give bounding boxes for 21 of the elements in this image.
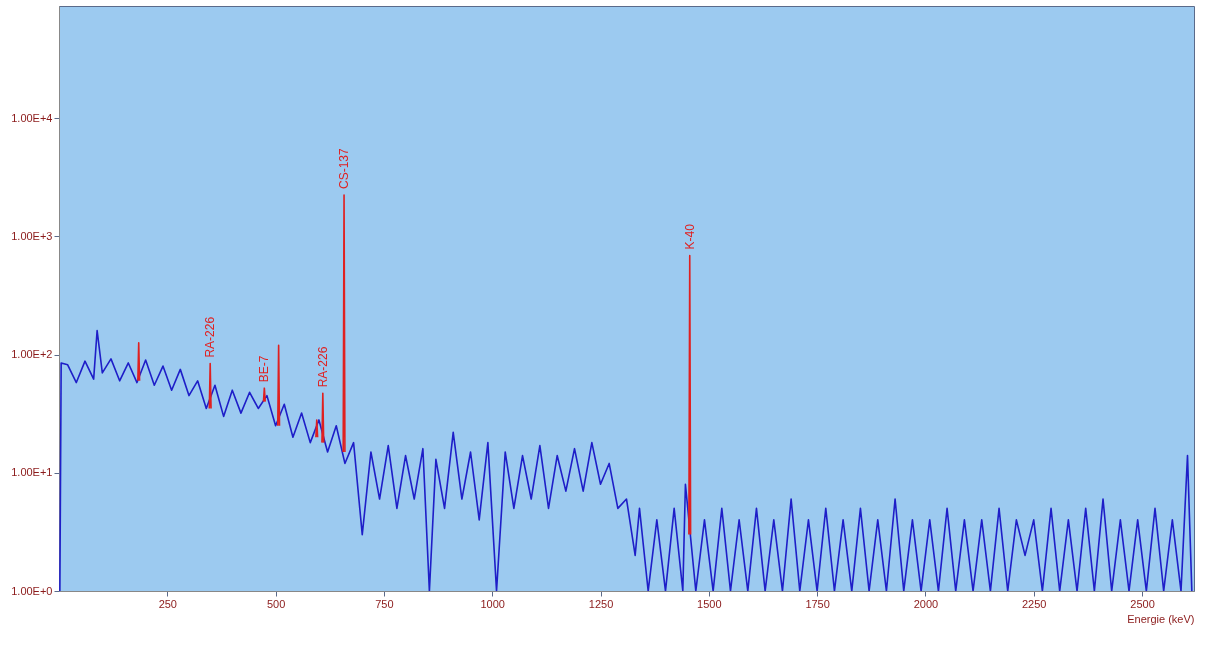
y-tick-label: 1.00E+3 (11, 229, 53, 242)
x-tick-label: 1000 (480, 597, 505, 610)
y-tick-label: 1.00E+2 (11, 348, 53, 361)
x-tick-label: 750 (375, 597, 394, 610)
x-tick-label: 500 (266, 597, 286, 610)
y-tick-label: 1.00E+0 (11, 584, 53, 597)
annotation: BE-7 (257, 355, 272, 383)
y-tick-label: 1.00E+1 (11, 466, 53, 479)
x-tick-label: 2500 (1130, 597, 1155, 610)
annotation: CS-137 (337, 148, 352, 190)
annotation: RA-226 (315, 346, 330, 388)
x-axis-title: Energie (keV) (1127, 612, 1195, 625)
x-tick-label: 1500 (697, 597, 722, 610)
x-tick-label: 2000 (913, 597, 939, 610)
x-tick-label: 1750 (805, 597, 830, 610)
x-tick-label: 1250 (588, 597, 614, 610)
x-tick-label: 250 (158, 597, 177, 610)
y-tick-label: 1.00E+4 (11, 111, 53, 124)
annotation: K-40 (682, 223, 697, 250)
x-tick-label: 2250 (1021, 597, 1047, 610)
annotation: RA-226 (203, 316, 218, 358)
